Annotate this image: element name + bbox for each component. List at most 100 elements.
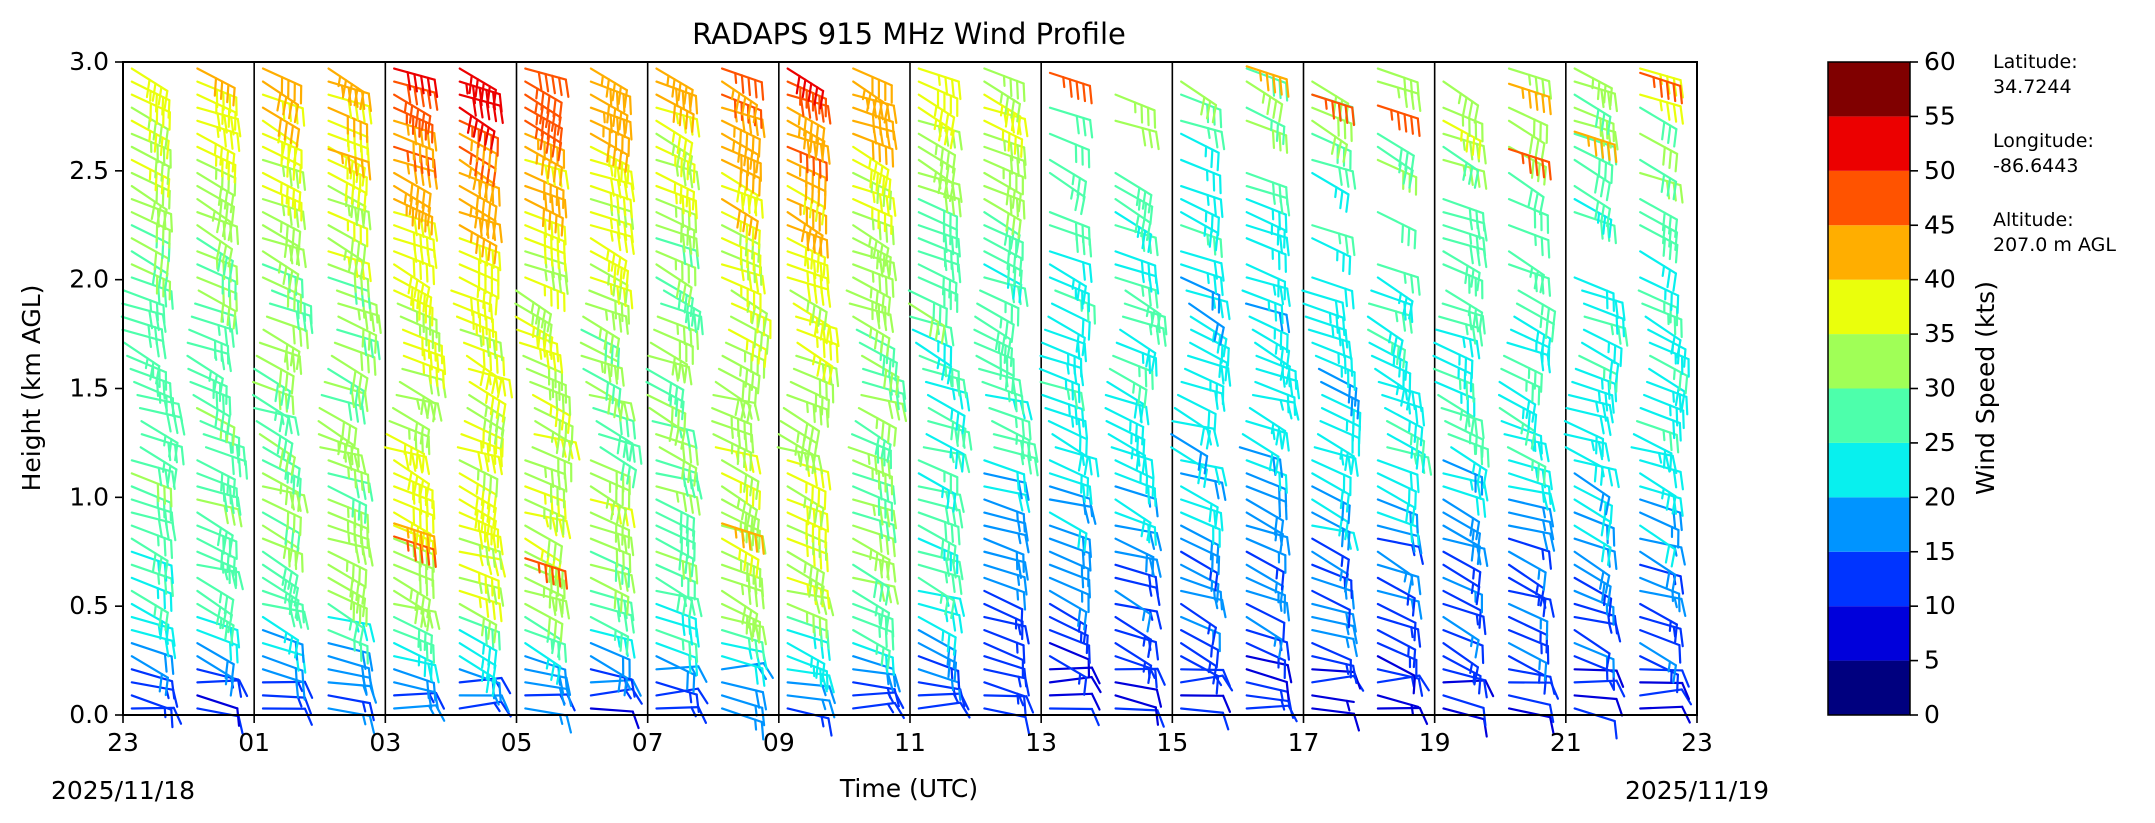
wind-barb — [1048, 472, 1093, 506]
wind-barb — [1307, 328, 1353, 361]
barb-shaft — [1180, 668, 1225, 672]
barb-flag — [616, 166, 622, 187]
barb-flag — [347, 466, 351, 479]
barb-shaft — [983, 642, 1024, 662]
barb-flag — [761, 625, 767, 646]
barb-flag — [939, 160, 944, 180]
barb-flag — [1284, 474, 1288, 494]
barb-flag — [357, 373, 363, 393]
wind-barb — [1313, 446, 1359, 477]
wind-barb — [582, 315, 621, 358]
barb-flag — [359, 260, 365, 280]
barb-flag — [694, 617, 698, 638]
wind-barb — [712, 433, 753, 472]
barb-flag — [1347, 530, 1351, 551]
barb-flag — [674, 385, 679, 405]
barb-flag — [557, 638, 562, 658]
wind-barb — [589, 537, 632, 574]
barb-flag — [1266, 95, 1272, 116]
barb-flag — [1410, 154, 1415, 175]
barb-flag — [630, 614, 635, 634]
barb-flag — [361, 405, 366, 425]
barb-flag — [238, 679, 249, 698]
barb-flag — [1147, 233, 1153, 253]
barb-flag — [549, 404, 553, 417]
barb-flag — [624, 315, 629, 335]
barb-flag — [1401, 312, 1407, 332]
barb-flag — [1478, 674, 1482, 695]
barb-flag — [609, 334, 615, 354]
wind-barb — [524, 589, 571, 620]
barb-flag — [502, 356, 506, 377]
barb-flag — [741, 269, 745, 282]
barb-flag — [1142, 634, 1147, 647]
barb-flag — [1214, 480, 1220, 500]
barb-flag — [736, 445, 740, 466]
barb-flag — [695, 237, 699, 258]
wind-barb — [1180, 263, 1224, 297]
wind-barb — [589, 615, 630, 656]
wind-barb — [983, 524, 1030, 554]
barb-flag — [1342, 316, 1346, 337]
barb-flag — [754, 273, 760, 293]
barb-flag — [351, 563, 355, 583]
barb-flag — [878, 243, 884, 263]
wind-barb — [401, 328, 444, 365]
barb-flag — [148, 309, 154, 330]
barb-flag — [359, 511, 363, 531]
wind-barb — [1188, 302, 1225, 346]
barb-flag — [219, 617, 223, 630]
wind-barb — [589, 642, 631, 679]
wind-barb — [1189, 328, 1230, 367]
barb-flag — [1071, 173, 1076, 186]
barb-flag — [682, 151, 688, 172]
barb-flag — [874, 551, 879, 572]
barb-flag — [554, 566, 558, 587]
barb-flag — [366, 513, 370, 534]
barb-flag — [498, 223, 503, 244]
wind-barb — [202, 433, 247, 466]
wind-barb — [1311, 707, 1361, 732]
barb-shaft — [1114, 681, 1158, 691]
barb-flag — [736, 497, 741, 510]
barb-flag — [550, 468, 555, 489]
barb-flag — [624, 153, 629, 174]
barb-flag — [699, 315, 704, 336]
barb-flag — [964, 453, 971, 474]
wind-barb — [1442, 459, 1484, 496]
barb-flag — [620, 161, 624, 182]
barb-flag — [1402, 348, 1406, 369]
barb-flag — [552, 352, 557, 372]
barb-flag — [760, 81, 765, 101]
barb-flag — [348, 443, 355, 464]
barb-flag — [670, 406, 674, 426]
barb-flag — [630, 170, 635, 191]
wind-barb — [1048, 132, 1091, 169]
barb-flag — [486, 516, 491, 536]
wind-barb — [196, 80, 238, 117]
barb-flag — [605, 381, 610, 401]
wind-barb — [524, 576, 565, 615]
wind-barb — [1376, 158, 1418, 196]
wind-barb — [190, 315, 235, 348]
barb-flag — [347, 82, 353, 103]
barb-flag — [813, 637, 817, 650]
barb-flag — [1016, 157, 1020, 178]
barb-flag — [164, 611, 169, 632]
barb-flag — [377, 314, 382, 335]
barb-flag — [738, 548, 742, 561]
wind-barb — [983, 576, 1027, 611]
barb-flag — [1339, 569, 1343, 582]
barb-flag — [413, 421, 419, 441]
barb-flag — [1484, 679, 1495, 698]
barb-flag — [294, 599, 300, 619]
wind-barb — [1180, 576, 1224, 611]
wind-barb — [646, 393, 687, 433]
barb-flag — [891, 225, 895, 246]
barb-flag — [1153, 526, 1157, 546]
barb-flag — [1225, 300, 1231, 321]
barb-flag — [1011, 215, 1016, 236]
barb-flag — [1019, 269, 1023, 290]
barb-flag — [347, 204, 351, 217]
barb-flag — [1219, 238, 1223, 258]
